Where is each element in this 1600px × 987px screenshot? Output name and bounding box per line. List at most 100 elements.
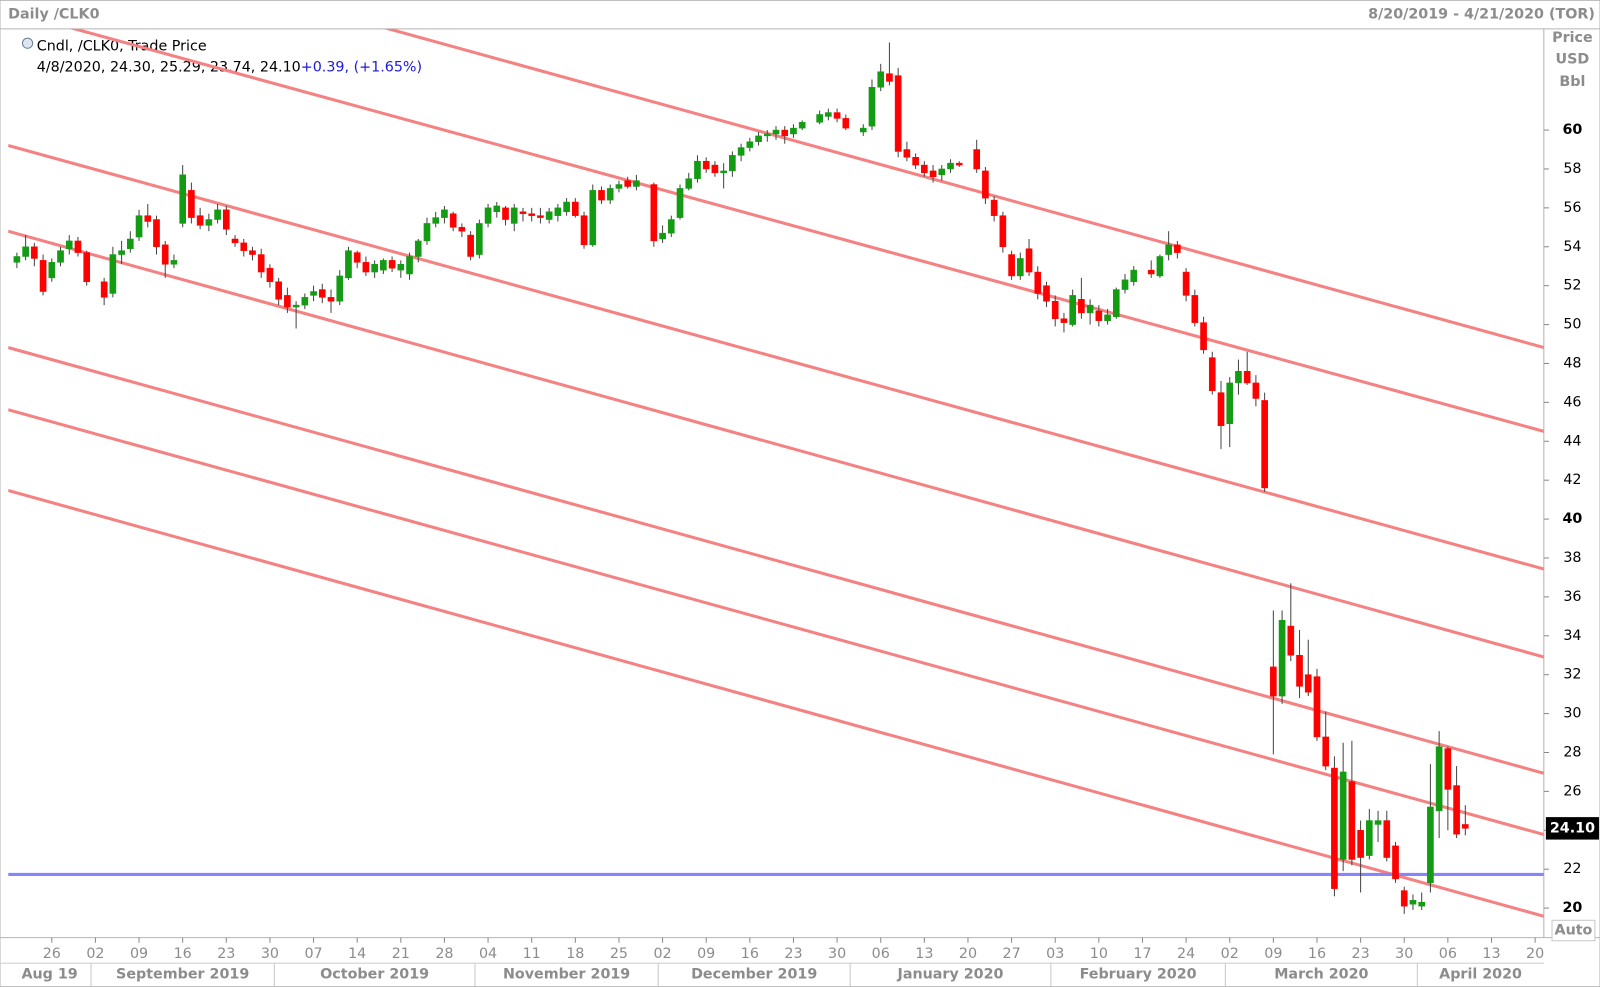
candle-body: [790, 127, 797, 135]
candle-body: [572, 201, 579, 216]
candle-body: [554, 207, 562, 216]
candle-body: [990, 199, 998, 216]
x-tick-label: 20: [1526, 946, 1544, 962]
month-label: January 2020: [897, 966, 1004, 982]
candle-body: [746, 141, 754, 148]
candle-body: [493, 205, 501, 213]
candle-body: [1200, 322, 1207, 351]
x-tick-label: 27: [1002, 946, 1020, 962]
candle-body: [1252, 382, 1260, 399]
legend-icon[interactable]: [21, 37, 34, 49]
candle-body: [615, 184, 623, 189]
candle-body: [205, 219, 213, 226]
x-tick-label: 02: [1221, 946, 1239, 962]
candle-body: [1078, 299, 1085, 314]
candle-body: [1130, 269, 1138, 283]
candle-body: [1348, 781, 1356, 860]
y-tick-label: 60: [1562, 122, 1582, 138]
candle-body: [755, 135, 762, 142]
candle-body: [353, 252, 361, 263]
candle-body: [772, 129, 780, 135]
legend-label: Cndl, /CLK0, Trade Price: [37, 38, 207, 54]
candle-body: [1304, 674, 1312, 693]
candle-body: [231, 238, 239, 244]
candle-body: [545, 211, 553, 220]
candle-body: [1331, 767, 1338, 889]
plot-area: [8, 28, 1544, 918]
candle-body: [301, 297, 309, 306]
chart-title: Daily /CLK0: [8, 7, 99, 23]
candle-body: [894, 75, 902, 152]
x-tick-label: 06: [872, 946, 890, 962]
candle-body: [580, 215, 588, 246]
x-tick-label: 16: [1308, 946, 1326, 962]
candle-body: [877, 71, 885, 88]
candle-body: [1174, 244, 1181, 253]
x-tick-label: 10: [1090, 946, 1108, 962]
candle-body: [929, 170, 937, 177]
candle-body: [1016, 258, 1024, 277]
candle-body: [633, 180, 640, 187]
candle-body: [955, 162, 963, 166]
candle-body: [153, 219, 160, 248]
candle-body: [170, 260, 178, 265]
x-tick-label: 02: [653, 946, 671, 962]
x-tick-label: 16: [741, 946, 759, 962]
candle-body: [144, 215, 152, 222]
candle-body: [650, 184, 658, 242]
candle-body: [388, 260, 396, 269]
candle-body: [1208, 357, 1216, 391]
x-tick-label: 14: [348, 946, 366, 962]
candle-body: [48, 262, 56, 279]
auto-button[interactable]: [1551, 919, 1596, 942]
candle-body: [1060, 318, 1068, 323]
candle-body: [598, 190, 605, 201]
candle-body: [1121, 279, 1129, 290]
x-tick-label: 16: [174, 946, 192, 962]
last-price-label: 24.10: [1550, 820, 1595, 836]
candle-body: [1043, 285, 1050, 302]
candle-body: [1435, 746, 1443, 812]
candle-body: [1235, 370, 1242, 384]
candle-body: [720, 170, 727, 174]
x-tick-label: 21: [392, 946, 410, 962]
x-tick-label: 06: [1439, 946, 1457, 962]
x-tick-label: 09: [697, 946, 715, 962]
candle-body: [1095, 310, 1103, 321]
y-tick-label: 26: [1563, 783, 1581, 799]
candle-body: [833, 112, 841, 119]
candle-body: [694, 160, 701, 179]
x-tick-label: 23: [784, 946, 802, 962]
candle-body: [1287, 625, 1295, 656]
candle-body: [249, 250, 256, 255]
candle-body: [336, 275, 344, 302]
candle-body: [912, 157, 919, 166]
candle-body: [1217, 392, 1225, 426]
candle-body: [1339, 771, 1347, 860]
candle-body: [467, 234, 474, 257]
x-tick-label: 13: [1482, 946, 1500, 962]
candle-body: [65, 240, 73, 249]
x-tick-label: 13: [915, 946, 933, 962]
candle-body: [1086, 304, 1094, 314]
candle-body: [528, 213, 536, 216]
candle-body: [1147, 269, 1155, 275]
candle-body: [903, 149, 911, 158]
y-tick-label: 40: [1562, 511, 1582, 527]
candle-body: [1165, 244, 1172, 255]
month-label: March 2020: [1274, 966, 1368, 982]
candle-body: [257, 254, 265, 273]
candle-body: [118, 250, 125, 255]
candle-body: [214, 209, 221, 220]
candle-body: [589, 190, 597, 246]
y-axis-label: Price: [1552, 30, 1593, 46]
candle-body: [1418, 902, 1426, 907]
x-tick-label: 23: [1352, 946, 1370, 962]
x-tick-label: 07: [304, 946, 322, 962]
candle-body: [13, 256, 21, 263]
candle-body: [22, 246, 29, 257]
candle-body: [999, 215, 1007, 248]
y-tick-label: 28: [1563, 744, 1581, 760]
x-tick-label: 11: [523, 946, 541, 962]
scale-mode[interactable]: Auto: [1555, 923, 1593, 939]
